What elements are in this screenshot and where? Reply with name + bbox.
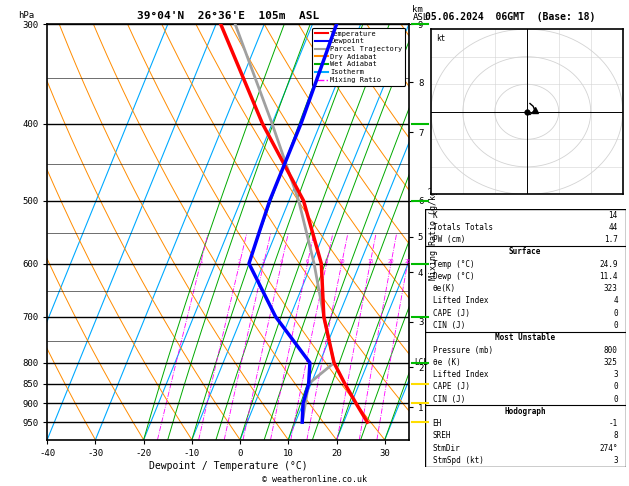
Text: 6: 6 bbox=[306, 259, 309, 263]
Text: 0: 0 bbox=[613, 382, 618, 391]
Legend: Temperature, Dewpoint, Parcel Trajectory, Dry Adiabat, Wet Adiabat, Isotherm, Mi: Temperature, Dewpoint, Parcel Trajectory… bbox=[312, 28, 405, 86]
Text: 05.06.2024  06GMT  (Base: 18): 05.06.2024 06GMT (Base: 18) bbox=[425, 12, 595, 22]
Text: 20: 20 bbox=[387, 259, 394, 263]
Text: Surface: Surface bbox=[509, 247, 542, 257]
Text: 0: 0 bbox=[613, 309, 618, 318]
Text: kt: kt bbox=[437, 34, 446, 43]
Text: hPa: hPa bbox=[18, 11, 35, 20]
Text: © weatheronline.co.uk: © weatheronline.co.uk bbox=[262, 474, 367, 484]
Text: Temp (°C): Temp (°C) bbox=[433, 260, 474, 269]
Text: 44: 44 bbox=[608, 223, 618, 232]
Text: StmSpd (kt): StmSpd (kt) bbox=[433, 456, 484, 465]
Text: 325: 325 bbox=[604, 358, 618, 367]
Text: Hodograph: Hodograph bbox=[504, 407, 546, 416]
Text: 0: 0 bbox=[613, 395, 618, 403]
Text: Lifted Index: Lifted Index bbox=[433, 370, 488, 379]
Text: 10: 10 bbox=[338, 259, 345, 263]
Text: CAPE (J): CAPE (J) bbox=[433, 309, 470, 318]
Text: ASL: ASL bbox=[413, 13, 428, 22]
Text: 2: 2 bbox=[238, 259, 241, 263]
Text: CIN (J): CIN (J) bbox=[433, 395, 465, 403]
Text: 24.9: 24.9 bbox=[599, 260, 618, 269]
Text: 3: 3 bbox=[262, 259, 265, 263]
Text: θe(K): θe(K) bbox=[433, 284, 456, 293]
Text: 4: 4 bbox=[280, 259, 283, 263]
X-axis label: Dewpoint / Temperature (°C): Dewpoint / Temperature (°C) bbox=[148, 461, 308, 470]
Point bbox=[522, 108, 532, 116]
Text: 15: 15 bbox=[367, 259, 374, 263]
Text: -1: -1 bbox=[608, 419, 618, 428]
Y-axis label: Mixing Ratio (g/kg): Mixing Ratio (g/kg) bbox=[429, 185, 438, 279]
Text: 0: 0 bbox=[613, 321, 618, 330]
Text: PW (cm): PW (cm) bbox=[433, 235, 465, 244]
Text: θe (K): θe (K) bbox=[433, 358, 460, 367]
Text: 1: 1 bbox=[199, 259, 202, 263]
Text: CIN (J): CIN (J) bbox=[433, 321, 465, 330]
Text: 3: 3 bbox=[613, 456, 618, 465]
Text: SREH: SREH bbox=[433, 432, 451, 440]
Text: Most Unstable: Most Unstable bbox=[495, 333, 555, 342]
Text: 14: 14 bbox=[608, 210, 618, 220]
Text: 11.4: 11.4 bbox=[599, 272, 618, 281]
Text: Lifted Index: Lifted Index bbox=[433, 296, 488, 306]
Text: 800: 800 bbox=[604, 346, 618, 354]
Text: LCL: LCL bbox=[415, 358, 428, 367]
Text: K: K bbox=[433, 210, 437, 220]
Text: CAPE (J): CAPE (J) bbox=[433, 382, 470, 391]
Text: 323: 323 bbox=[604, 284, 618, 293]
Text: 8: 8 bbox=[325, 259, 328, 263]
Title: 39°04'N  26°36'E  105m  ASL: 39°04'N 26°36'E 105m ASL bbox=[137, 11, 319, 21]
Text: 4: 4 bbox=[613, 296, 618, 306]
Text: Pressure (mb): Pressure (mb) bbox=[433, 346, 493, 354]
Text: 25: 25 bbox=[404, 259, 411, 263]
Text: Dewp (°C): Dewp (°C) bbox=[433, 272, 474, 281]
Text: Totals Totals: Totals Totals bbox=[433, 223, 493, 232]
Text: StmDir: StmDir bbox=[433, 444, 460, 452]
Text: 1.7: 1.7 bbox=[604, 235, 618, 244]
Text: 274°: 274° bbox=[599, 444, 618, 452]
Text: EH: EH bbox=[433, 419, 442, 428]
Text: km: km bbox=[413, 5, 423, 14]
Text: 3: 3 bbox=[613, 370, 618, 379]
Text: 8: 8 bbox=[613, 432, 618, 440]
